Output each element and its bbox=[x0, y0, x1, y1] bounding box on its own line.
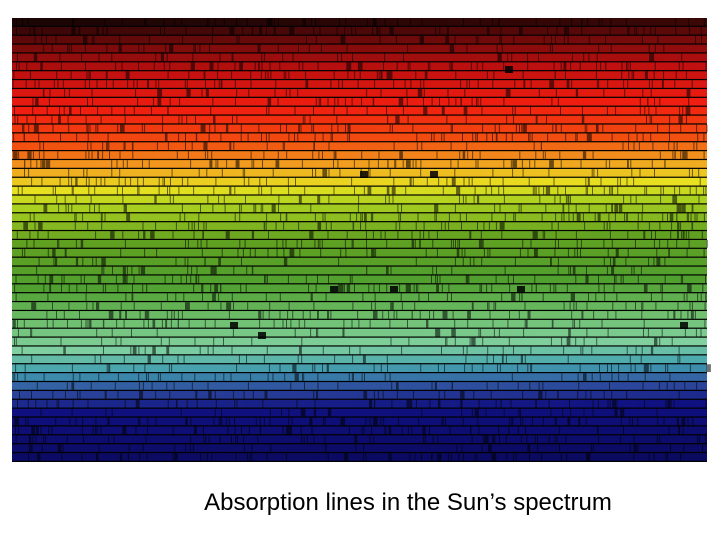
spectrum-row bbox=[12, 275, 707, 284]
spectrum-row bbox=[12, 364, 707, 372]
spectrum-row bbox=[12, 44, 707, 53]
spectrum-row bbox=[12, 319, 707, 328]
spectrum-row bbox=[12, 186, 707, 195]
spectrum-row bbox=[12, 142, 707, 150]
absorption-lines bbox=[43, 204, 694, 213]
spectrum-row bbox=[12, 257, 707, 266]
spectrum-row bbox=[12, 266, 707, 275]
spectrum-row bbox=[12, 115, 707, 124]
strong-line bbox=[258, 332, 266, 339]
spectrum-row bbox=[12, 248, 707, 257]
spectrum-row bbox=[12, 311, 707, 319]
absorption-lines bbox=[34, 35, 703, 44]
strong-line bbox=[430, 171, 438, 178]
absorption-lines bbox=[16, 231, 703, 239]
absorption-lines bbox=[21, 346, 680, 355]
spectrum-row bbox=[12, 284, 707, 293]
spectrum-row bbox=[12, 71, 707, 79]
absorption-lines bbox=[31, 177, 701, 186]
spectrum-row bbox=[12, 151, 707, 159]
spectrum-row bbox=[12, 53, 707, 62]
strong-line bbox=[390, 286, 398, 293]
spectrum-row bbox=[12, 399, 707, 408]
strong-line bbox=[517, 286, 525, 293]
spectrum-row bbox=[12, 453, 707, 461]
strong-line bbox=[330, 286, 338, 293]
spectrum-row bbox=[12, 337, 707, 346]
absorption-lines bbox=[16, 62, 707, 71]
spectrum-row bbox=[12, 328, 707, 337]
absorption-lines bbox=[15, 426, 684, 435]
strong-line bbox=[680, 322, 688, 329]
spectrum-row bbox=[12, 133, 707, 142]
spectrum-row bbox=[12, 355, 707, 364]
spectrum-row bbox=[12, 408, 707, 417]
spectrum-row bbox=[12, 213, 707, 222]
absorption-lines bbox=[21, 248, 705, 257]
spectrum-row bbox=[12, 231, 707, 239]
absorption-lines bbox=[16, 26, 702, 35]
spectrum-row bbox=[12, 168, 707, 177]
absorption-lines bbox=[39, 142, 698, 150]
absorption-lines bbox=[12, 319, 706, 328]
absorption-lines bbox=[29, 213, 705, 222]
spectrum-row bbox=[12, 177, 707, 186]
spectrum-row bbox=[12, 97, 707, 106]
absorption-lines bbox=[13, 133, 705, 142]
spectrum-row bbox=[12, 435, 707, 444]
spectrum-row bbox=[12, 124, 707, 133]
absorption-lines bbox=[46, 311, 696, 319]
spectrum-row bbox=[12, 195, 707, 204]
spectrum-row bbox=[12, 222, 707, 230]
spectrum-row bbox=[12, 302, 707, 310]
spectrum-row bbox=[12, 80, 707, 88]
spectrum-row bbox=[12, 106, 707, 115]
spectrum-row bbox=[12, 160, 707, 168]
absorption-lines bbox=[12, 80, 693, 88]
absorption-lines bbox=[31, 302, 706, 310]
spectrum-row bbox=[12, 417, 707, 426]
spectrum-row bbox=[12, 293, 707, 301]
strong-line bbox=[505, 66, 513, 73]
absorption-lines bbox=[36, 266, 642, 275]
absorption-lines bbox=[15, 275, 706, 284]
spectrum-row bbox=[12, 444, 707, 452]
absorption-lines bbox=[42, 89, 691, 97]
spectrum-row bbox=[12, 373, 707, 381]
spectrum-row bbox=[12, 204, 707, 213]
strong-line bbox=[360, 171, 368, 178]
spectrum-image bbox=[12, 18, 711, 462]
spectrum-row bbox=[12, 35, 707, 44]
spectrum-row bbox=[12, 26, 707, 35]
spectrum-row bbox=[12, 89, 707, 97]
spectrum-row bbox=[12, 426, 707, 435]
absorption-lines bbox=[29, 444, 703, 452]
spectrum-row bbox=[12, 382, 707, 390]
spectrum-row bbox=[12, 18, 707, 26]
spectrum-row bbox=[12, 240, 707, 248]
absorption-lines bbox=[34, 195, 700, 204]
caption: Absorption lines in the Sun’s spectrum bbox=[204, 489, 612, 516]
strong-line bbox=[230, 322, 238, 329]
spectrum-row bbox=[12, 390, 707, 399]
